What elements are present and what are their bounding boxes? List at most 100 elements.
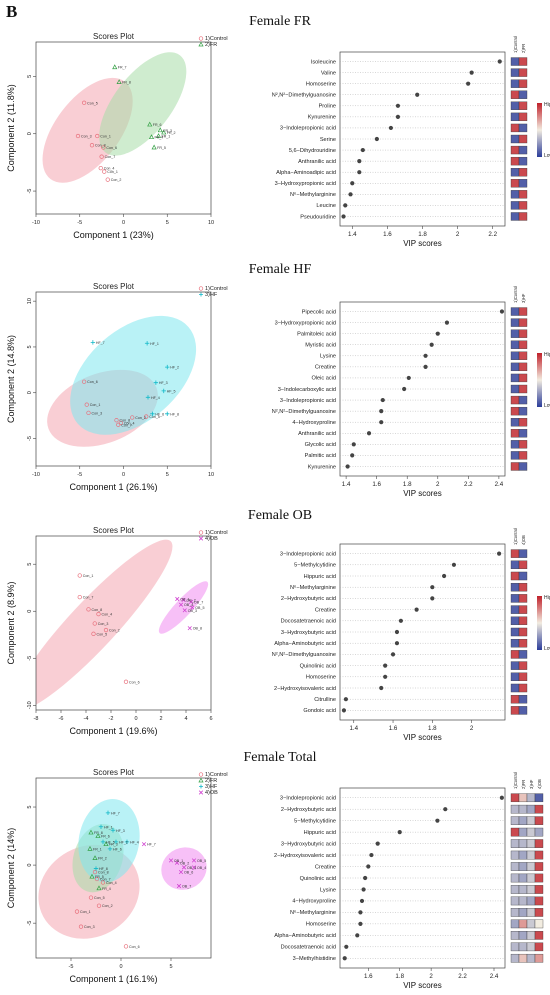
heatmap-cell-4-hydroxyproline-2-fr [518, 896, 528, 906]
legend-marker-1-control [198, 530, 204, 535]
point-con-8 [89, 143, 95, 148]
feature-label-3-hydroxybutyric-acid: 3−Hydroxybutyric acid [281, 630, 336, 636]
heatmap-cell-5-methylcytidine-3-hf [526, 816, 536, 825]
scores-plot-title: Scores Plot [93, 32, 135, 41]
heatmap-cell-5-methylcytidine-4-ob [534, 816, 544, 825]
point-hf-8 [93, 866, 99, 871]
heatmap-cell-4-hydroxyproline-4-ob [534, 896, 544, 906]
point-label-hf-7: HF_7 [147, 843, 156, 847]
feature-label-proline: Proline [319, 104, 336, 110]
ob-vip-plot: 3−Indolepropionic acid 5−Methylcytidine Hi… [272, 528, 550, 742]
y-tick-label: 10 [27, 298, 33, 304]
heatmap-cell-citrulline-1-control [510, 694, 520, 704]
x-axis-label: Component 1 (23%) [73, 230, 154, 240]
point-con-4 [100, 880, 106, 885]
feature-label-alpha-aminobutyric-acid: Alpha−Aminobutyric acid [274, 641, 336, 647]
point-fr-4 [96, 885, 102, 891]
heatmap-cell-lysine-3-hf [518, 351, 528, 360]
heatmap-cell-5-methylcytidine-1-control [510, 560, 520, 570]
heatmap-cell-lysine-2-fr [518, 885, 528, 894]
vip-point-3-hydroxypropionic-acid [444, 320, 450, 325]
point-label-con-2: Con_2 [109, 629, 120, 633]
point-label-hf-2: HF_2 [119, 840, 128, 844]
heatmap-cell-n-n-dimethylguanosine-4-ob [518, 650, 528, 659]
point-label-con-8: Con_8 [95, 144, 106, 148]
x-tick-label: 2.2 [488, 231, 497, 238]
vip-point-homoserine [466, 81, 471, 86]
point-label-con-6: Con_6 [129, 945, 140, 949]
heatmap-cell-glycolic-acid-3-hf [518, 440, 528, 449]
heatmap-cell-2-hydroxybutyric-acid-4-ob [518, 594, 528, 603]
point-hf-6 [150, 411, 155, 416]
legend-marker-1-control [198, 36, 204, 41]
point-fr-5 [89, 873, 95, 879]
point-label-ob-5: OB_5 [195, 606, 204, 610]
feature-label-5-6-dihydrouridine: 5,6−Dihydrouridine [289, 148, 336, 154]
point-label-ob-7: OB_7 [194, 600, 203, 604]
feature-label-homoserine: Homoserine [306, 81, 336, 87]
x-tick-label: 1.6 [364, 973, 373, 980]
heatmap-cell-2-hydroxyisovaleric-acid-1-control [510, 850, 520, 860]
feature-label-2-hydroxybutyric-acid: 2−Hydroxybutyric acid [281, 596, 336, 602]
heatmap-cell-3-hydroxybutyric-acid-2-fr [518, 839, 528, 848]
heatmap-cell-3-hydroxybutyric-acid-4-ob [534, 839, 544, 848]
point-label-con-7: Con_7 [105, 155, 116, 159]
point-ob-2 [181, 597, 186, 603]
heatmap-cell-n-n-dimethylguanosine-1-control [510, 650, 520, 659]
x-tick-label: 5 [166, 472, 169, 478]
point-label-con-5: Con_5 [97, 632, 108, 636]
point-label-con-8: Con_8 [120, 419, 131, 423]
heatmap-cell-homoserine-1-control [510, 672, 520, 682]
point-con-7 [77, 594, 82, 600]
legend-marker-2-fr [198, 777, 204, 783]
vip-point-palmitoleic-acid [435, 331, 440, 336]
point-hf-3 [153, 380, 159, 385]
point-con-5 [81, 100, 87, 105]
feature-label-alpha-aminobutyric-acid: Alpha−Aminobutyric acid [274, 933, 336, 939]
point-con-1 [95, 133, 100, 139]
heatmap-cell-lysine-1-control [510, 885, 520, 894]
heatmap-cell-isoleucine-1-control [510, 57, 520, 66]
heatmap-cell-hippuric-acid-4-ob [518, 571, 528, 581]
feature-label-creatine: Creatine [315, 365, 336, 371]
point-fr-8 [88, 829, 94, 835]
feature-label-3-indolepropionic-acid: 3−Indolepropionic acid [280, 796, 336, 802]
heatmap-cell-pseudouridine-2-fr [518, 212, 528, 221]
heatmap-cell-quinolinic-acid-3-hf [526, 873, 536, 883]
heatmap-cell-2-hydroxybutyric-acid-3-hf [526, 804, 536, 814]
point-hf-4 [145, 395, 151, 400]
point-label-ob-2: OB_2 [187, 598, 196, 602]
hf-vip-plot: Pipecolic acid 3−Hydroxypropionic acid Pal… [272, 286, 550, 498]
point-label-fr-6: FR_6 [101, 835, 110, 839]
feature-label-3-indolepropionic-acid: 3−Indolepropionic acid [280, 398, 336, 404]
point-label-con-1: Con_1 [100, 135, 111, 139]
feature-label-glycolic-acid: Glycolic acid [305, 442, 336, 448]
point-ob-4 [178, 602, 184, 607]
point-fr-2 [161, 129, 167, 135]
point-label-ob-1: OB_1 [174, 859, 183, 863]
vip-point-n-n-dimethylguanosine [379, 409, 384, 414]
y-tick-label: 0 [27, 391, 33, 394]
point-label-ob-5: OB_5 [197, 859, 206, 863]
heatmap-cell-2-hydroxybutyric-acid-1-control [510, 594, 520, 603]
point-con-3 [86, 410, 91, 416]
legend-label-4-ob: 4)OB [205, 790, 218, 796]
point-label-con-4: Con_4 [104, 167, 115, 171]
heatmap-cell-kynurenine-2-fr [518, 112, 528, 122]
feature-label-quinolinic-acid: Quinolinic acid [300, 663, 336, 669]
scores-plot-title: Scores Plot [93, 768, 135, 777]
scores-plot-title: Scores Plot [93, 282, 135, 291]
heatmap-cell-lysine-1-control [510, 351, 520, 360]
vip-point-pipecolic-acid [499, 309, 505, 314]
point-label-hf-6: HF_6 [155, 412, 164, 416]
point-label-fr-2: FR_2 [98, 857, 107, 861]
point-con-2 [105, 177, 110, 182]
point-label-ob-4: OB_4 [197, 866, 206, 870]
heatmap-cell-creatine-2-fr [518, 862, 528, 871]
feature-label-3-hydroxypropionic-acid: 3−Hydroxypropionic acid [275, 181, 336, 187]
point-label-fr-1: FR_1 [162, 135, 171, 139]
y-tick-label: 0 [27, 610, 33, 613]
point-con-6 [123, 944, 129, 949]
heatmap-cell-quinolinic-acid-4-ob [534, 873, 544, 883]
